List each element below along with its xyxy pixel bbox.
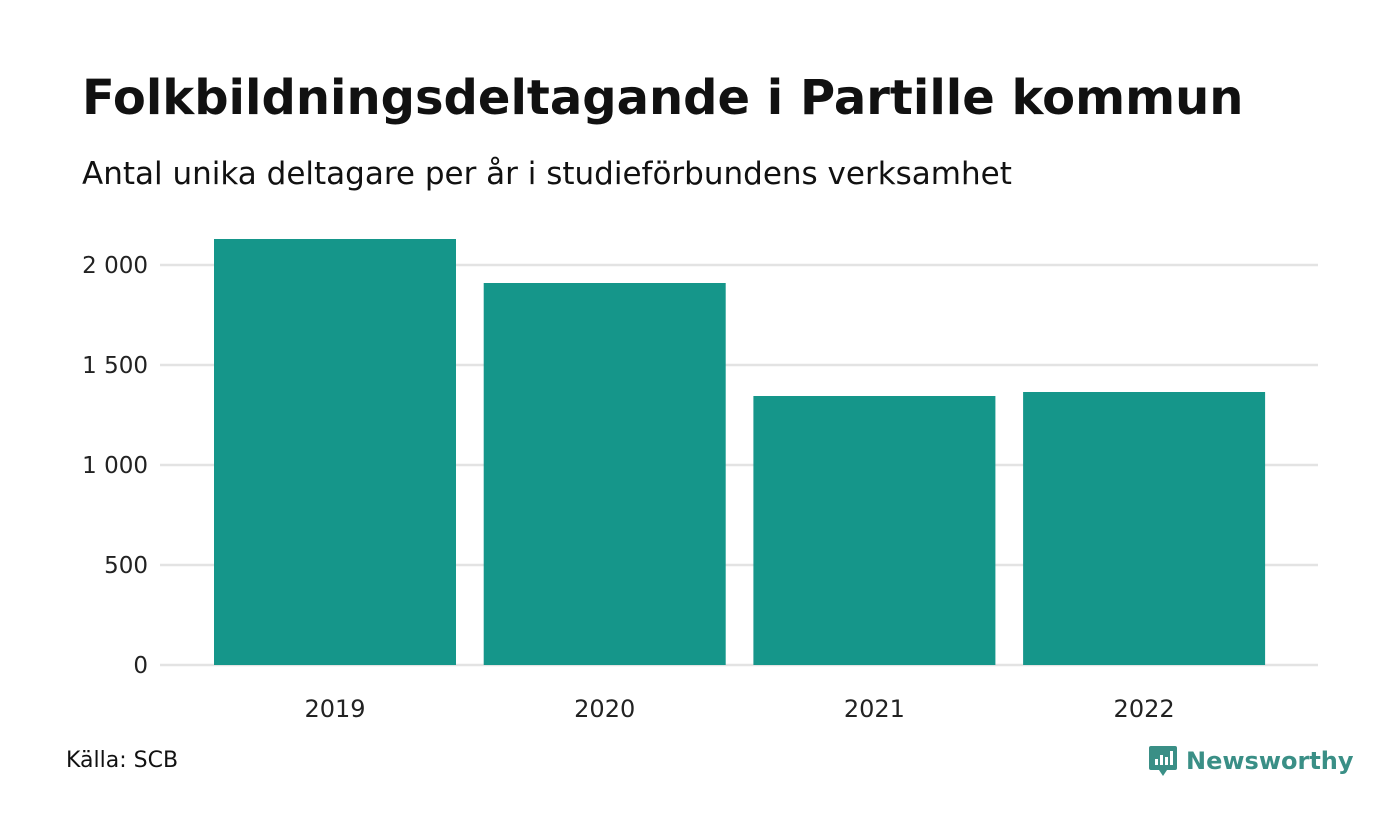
brand-logo: Newsworthy bbox=[1148, 744, 1354, 778]
x-tick-label: 2019 bbox=[304, 695, 365, 723]
y-tick-label: 1 500 bbox=[82, 353, 148, 379]
y-axis-tick-labels: 0 500 1 000 1 500 2 000 bbox=[82, 253, 148, 679]
chart-title: Folkbildningsdeltagande i Partille kommu… bbox=[82, 70, 1244, 126]
x-axis-tick-labels: 2019 2020 2021 2022 bbox=[304, 695, 1174, 723]
x-tick-label: 2022 bbox=[1114, 695, 1175, 723]
y-tick-label: 1 000 bbox=[82, 453, 148, 479]
bar-2021 bbox=[753, 396, 996, 665]
x-tick-label: 2021 bbox=[844, 695, 905, 723]
bar-2020 bbox=[483, 283, 726, 665]
bar-2019 bbox=[214, 239, 456, 665]
bar-2022 bbox=[1023, 392, 1266, 665]
y-tick-label: 0 bbox=[133, 653, 148, 679]
brand-name: Newsworthy bbox=[1186, 747, 1354, 775]
y-tick-label: 500 bbox=[104, 553, 148, 579]
source-note: Källa: SCB bbox=[66, 748, 179, 773]
bars bbox=[214, 239, 1266, 665]
y-tick-label: 2 000 bbox=[82, 253, 148, 279]
x-tick-label: 2020 bbox=[574, 695, 635, 723]
newsworthy-logo-icon bbox=[1149, 746, 1177, 776]
chart-subtitle: Antal unika deltagare per år i studieför… bbox=[82, 156, 1012, 192]
